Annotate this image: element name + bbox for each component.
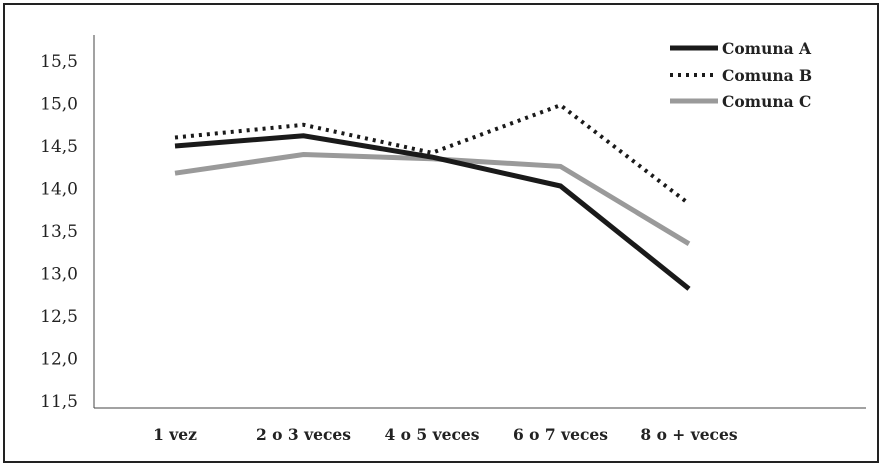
x-tick-labels: 1 vez 2 o 3 veces 4 o 5 veces 6 o 7 veces 8 … — [153, 425, 738, 444]
legend: Comuna A Comuna B Comuna C — [670, 39, 812, 111]
y-tick-label: 15,0 — [40, 95, 78, 115]
y-tick-label: 12,5 — [40, 307, 78, 327]
chart-frame — [3, 3, 879, 463]
y-tick-label: 13,5 — [40, 222, 78, 242]
series-line-comuna-a — [174, 133, 691, 291]
series-lines — [174, 102, 691, 291]
y-tick-label: 14,5 — [40, 137, 78, 157]
y-tick-label: 11,5 — [40, 392, 78, 412]
series-line-comuna-b — [174, 102, 691, 206]
y-tick-label: 12,0 — [40, 350, 78, 370]
y-tick-label: 13,0 — [40, 265, 78, 285]
x-tick-label: 2 o 3 veces — [256, 425, 351, 444]
x-tick-label: 1 vez — [153, 425, 197, 444]
y-tick-label: 14,0 — [40, 180, 78, 200]
x-tick-label: 4 o 5 veces — [385, 425, 480, 444]
legend-label: Comuna C — [722, 92, 811, 111]
series-line-comuna-c — [174, 151, 691, 246]
x-tick-label: 8 o + veces — [640, 425, 737, 444]
y-tick-label: 15,5 — [40, 52, 78, 72]
y-tick-labels: 11,5 12,0 12,5 13,0 13,5 14,0 14,5 15,0 15,5 — [40, 52, 78, 412]
legend-label: Comuna B — [722, 66, 812, 85]
legend-label: Comuna A — [722, 39, 812, 58]
x-tick-label: 6 o 7 veces — [513, 425, 608, 444]
